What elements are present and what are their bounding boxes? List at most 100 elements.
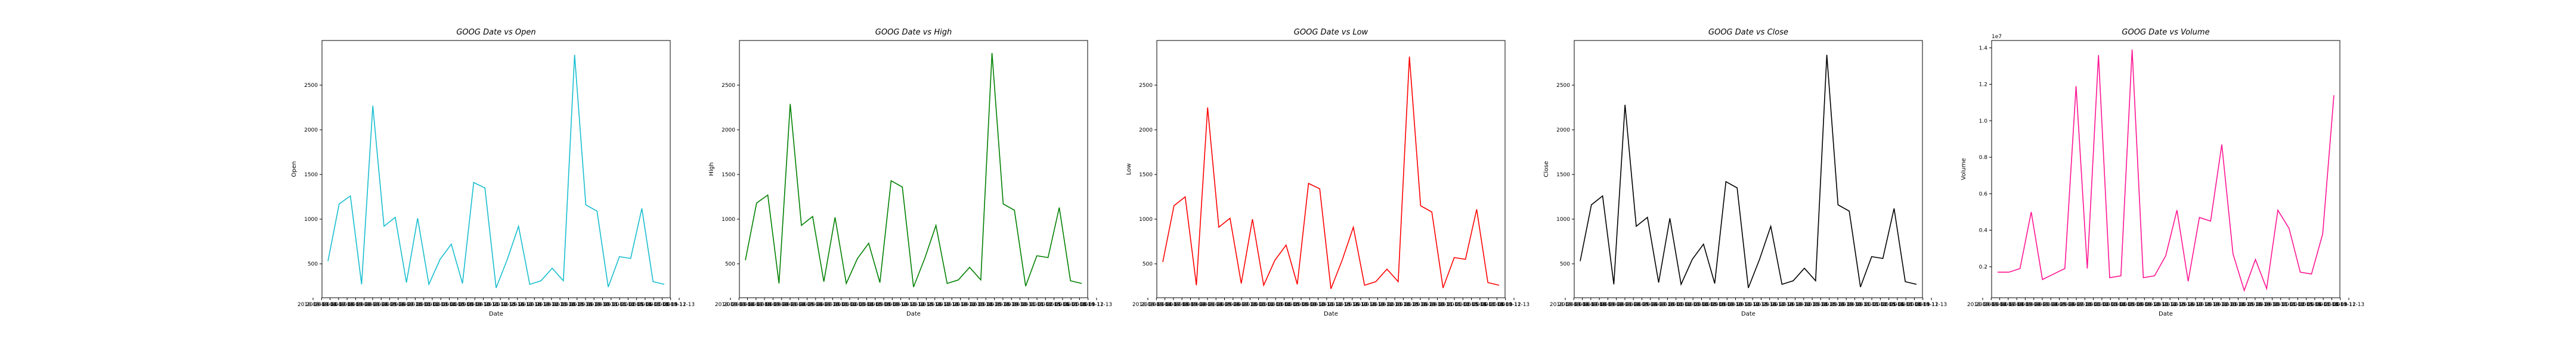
x-tick-label: 2018-09-20 (757, 302, 789, 308)
plot-frame (1156, 40, 1506, 298)
x-tick-label: 2018-09-19 (332, 302, 363, 308)
x-tick-label: 2018-09-18 (1158, 302, 1190, 308)
x-tick-label: 2018-10-08 (442, 302, 474, 308)
x-tick-label: 2018-10-03 (417, 302, 448, 308)
x-tick-label: 2018-10-02 (408, 302, 439, 308)
x-tick-label: 2018-10-12 (894, 302, 925, 308)
x-tick-label: 2018-11-07 (1465, 302, 1496, 308)
x-tick-label: 2018-11-13 (2333, 302, 2364, 308)
x-tick-label: 2018-09-21 (1184, 302, 1215, 308)
x-axis-label: Date (2159, 311, 2173, 317)
x-tick-label: 2018-11-01 (596, 302, 627, 308)
x-tick-label: 2018-09-26 (374, 302, 405, 308)
x-tick-label: 2018-09-19 (2001, 302, 2033, 308)
x-tick-label: 2018-10-25 (1805, 302, 1836, 308)
x-tick-label: 2018-10-01 (1234, 302, 1265, 308)
x-tick-label: 2018-10-24 (1797, 302, 1828, 308)
plot-frame (739, 40, 1088, 298)
x-tick-label: 2018-11-06 (2290, 302, 2322, 308)
x-tick-label: 2018-10-30 (2248, 302, 2280, 308)
x-tick-label: 2018-10-26 (1813, 302, 1845, 308)
x-tick-label: 2018-09-13 (298, 302, 329, 308)
x-axis-label: Date (1324, 311, 1338, 317)
y-tick-label: 1.4 (1979, 45, 1988, 51)
x-tick-label: 2018-10-02 (2077, 302, 2109, 308)
x-tick-label: 2018-10-17 (919, 302, 950, 308)
x-tick-label: 2018-10-19 (519, 302, 550, 308)
x-tick-label: 2018-11-09 (646, 302, 678, 308)
x-tick-label: 2018-10-23 (953, 302, 984, 308)
x-tick-label: 2018-11-01 (1013, 302, 1044, 308)
x-tick-label: 2018-11-13 (1498, 302, 1530, 308)
chart-panel-4: GOOG Date vs Close 500 1000 1500 2000 2500 201… (1543, 28, 1947, 317)
x-tick-label: 2018-09-14 (1141, 302, 1172, 308)
x-tick-label: 2018-09-24 (1609, 302, 1641, 308)
series-line (745, 52, 1082, 288)
series-line (1998, 49, 2334, 292)
x-tick-label: 2018-11-06 (1873, 302, 1905, 308)
x-tick-label: 2018-10-02 (825, 302, 856, 308)
y-tick-label: 2500 (304, 83, 318, 89)
x-tick-label: 2018-09-14 (723, 302, 755, 308)
x-tick-label: 2018-10-30 (578, 302, 610, 308)
x-tick-label: 2018-10-19 (1771, 302, 1803, 308)
x-tick-label: 2018-10-30 (1831, 302, 1862, 308)
x-tick-label: 2018-10-05 (851, 302, 882, 308)
x-tick-label: 2018-11-13 (664, 302, 695, 308)
y-tick-label: 1.0 (1979, 119, 1988, 124)
y-tick-label: 1500 (304, 172, 318, 178)
y-tick-label: 0.4 (1979, 228, 1988, 234)
x-tick-label: 2018-10-22 (1362, 302, 1393, 308)
y-tick-label: 2500 (722, 83, 735, 89)
x-tick-label: 2018-10-25 (1388, 302, 1419, 308)
x-tick-label: 2018-10-18 (928, 302, 959, 308)
x-tick-label: 2018-10-23 (1371, 302, 1402, 308)
x-tick-label: 2018-11-08 (638, 302, 670, 308)
x-tick-label: 2018-10-16 (911, 302, 942, 308)
x-tick-label: 2018-11-07 (2299, 302, 2330, 308)
x-tick-label: 2018-09-14 (1558, 302, 1590, 308)
x-tick-label: 2018-10-29 (1822, 302, 1854, 308)
x-tick-label: 2018-10-19 (1354, 302, 1385, 308)
x-tick-label: 2018-09-13 (715, 302, 746, 308)
x-axis-label: Date (906, 311, 921, 317)
x-tick-label: 2018-09-17 (1566, 302, 1597, 308)
x-tick-label: 2018-10-31 (1004, 302, 1035, 308)
y-tick-label: 500 (725, 261, 735, 267)
chart-title: GOOG Date vs Low (1294, 28, 1368, 37)
x-tick-label: 2018-11-05 (2282, 302, 2313, 308)
y-tick-label: 1000 (722, 217, 735, 223)
x-tick-label: 2018-10-16 (1745, 302, 1777, 308)
x-tick-label: 2018-10-26 (1396, 302, 1428, 308)
x-tick-label: 2018-09-25 (783, 302, 814, 308)
x-tick-label: 2018-11-07 (630, 302, 661, 308)
x-tick-label: 2018-09-27 (1635, 302, 1666, 308)
y-tick-label: 1500 (1139, 172, 1153, 178)
chart-title: GOOG Date vs High (875, 28, 952, 37)
x-tick-label: 2018-10-09 (1286, 302, 1317, 308)
x-tick-label: 2018-11-02 (2274, 302, 2305, 308)
x-tick-label: 2018-10-05 (1686, 302, 1717, 308)
chart-panel-2: GOOG Date vs High 500 1000 1500 2000 2500 2018… (708, 28, 1112, 317)
x-tick-label: 2018-10-12 (1729, 302, 1760, 308)
x-tick-label: 2018-10-08 (2112, 302, 2144, 308)
x-tick-label: 2018-10-31 (2256, 302, 2287, 308)
x-tick-label: 2018-09-25 (2035, 302, 2066, 308)
x-tick-label: 2018-11-01 (2265, 302, 2296, 308)
y-axis-label: Low (1126, 163, 1132, 175)
chart-title: GOOG Date vs Open (456, 28, 535, 37)
x-tick-label: 2018-09-27 (800, 302, 831, 308)
x-tick-label: 2018-11-07 (1047, 302, 1078, 308)
x-tick-label: 2018-11-08 (2308, 302, 2339, 308)
x-tick-label: 2018-10-02 (1660, 302, 1691, 308)
x-tick-label: 2018-10-10 (459, 302, 491, 308)
x-tick-label: 2018-11-02 (1856, 302, 1887, 308)
x-tick-label: 2018-10-18 (510, 302, 542, 308)
y-axis-label: Close (1543, 161, 1550, 177)
x-tick-label: 2018-10-26 (561, 302, 593, 308)
y-axis-label: Volume (1961, 158, 1967, 180)
x-tick-label: 2018-10-29 (570, 302, 602, 308)
x-tick-label: 2018-11-01 (1431, 302, 1462, 308)
x-tick-label: 2018-10-22 (1779, 302, 1810, 308)
x-tick-label: 2018-10-11 (1302, 302, 1333, 308)
